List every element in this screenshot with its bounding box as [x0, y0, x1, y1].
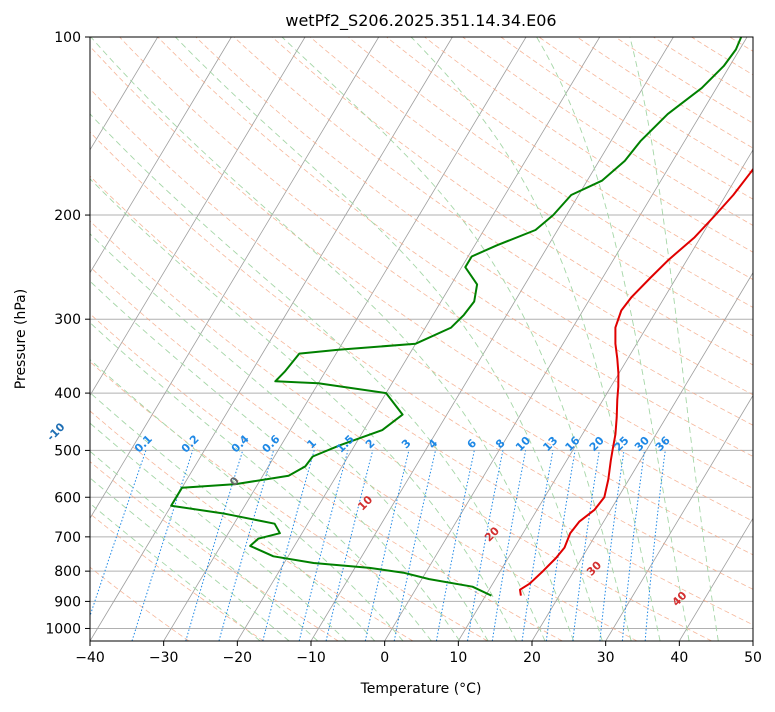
x-tick-label: −40: [75, 650, 105, 666]
y-tick-label: 600: [54, 490, 81, 506]
x-tick-label: 20: [523, 650, 541, 666]
y-tick-label: 700: [54, 530, 81, 546]
y-tick-label: 400: [54, 386, 81, 402]
y-tick-label: 100: [54, 30, 81, 46]
x-axis-label: Temperature (°C): [360, 681, 482, 697]
x-tick-label: 10: [449, 650, 467, 666]
x-tick-label: −10: [296, 650, 326, 666]
x-tick-label: 30: [597, 650, 615, 666]
y-tick-label: 200: [54, 208, 81, 224]
y-tick-label: 1000: [45, 621, 81, 637]
y-axis-label: Pressure (hPa): [13, 289, 29, 389]
x-tick-label: 40: [670, 650, 688, 666]
chart-title: wetPf2_S206.2025.351.14.34.E06: [285, 11, 556, 31]
y-tick-label: 500: [54, 443, 81, 459]
y-tick-label: 800: [54, 564, 81, 580]
x-tick-label: 0: [380, 650, 389, 666]
y-tick-label: 900: [54, 594, 81, 610]
y-tick-label: 300: [54, 312, 81, 328]
x-tick-label: 50: [744, 650, 762, 666]
x-tick-label: −20: [223, 650, 253, 666]
x-tick-label: −30: [149, 650, 179, 666]
